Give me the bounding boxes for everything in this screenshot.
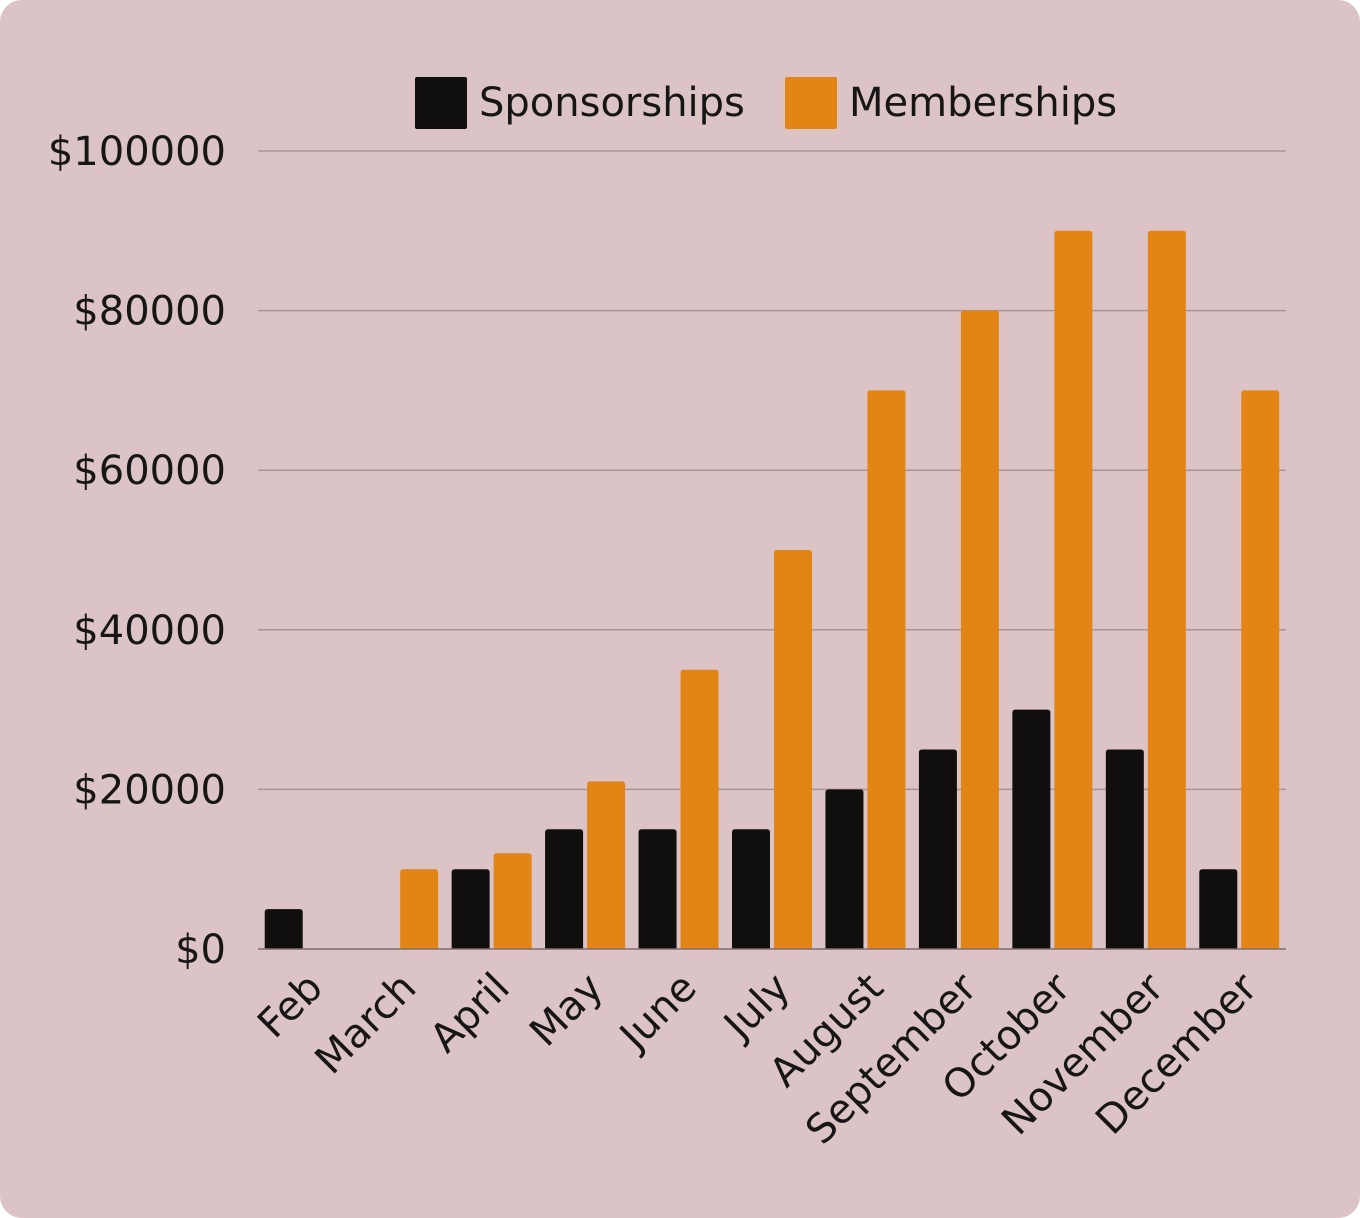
y-tick-label: $100000 — [48, 129, 226, 175]
legend: Sponsorships Memberships — [415, 77, 1117, 129]
bar-memberships-september — [960, 310, 999, 950]
x-tick-label: March — [307, 965, 426, 1084]
bar-memberships-october — [1054, 230, 1093, 950]
y-tick-label: $0 — [175, 927, 226, 973]
legend-swatch-sponsorships — [415, 77, 467, 129]
bar-memberships-june — [680, 669, 719, 949]
y-tick-label: $40000 — [73, 608, 226, 654]
bar-sponsorships-november — [1105, 749, 1144, 949]
bar-sponsorships-september — [918, 749, 957, 949]
gridlines — [258, 150, 1286, 791]
legend-label-sponsorships: Sponsorships — [479, 80, 745, 126]
bar-memberships-april — [493, 853, 532, 949]
x-tick-label: May — [521, 965, 612, 1056]
y-tick-label: $80000 — [73, 289, 226, 335]
bar-memberships-december — [1241, 390, 1280, 949]
y-axis-ticks: $0 $20000 $40000 $60000 $80000 $100000 — [48, 129, 226, 973]
bars — [264, 230, 1280, 950]
bar-memberships-march — [400, 869, 439, 949]
bar-memberships-july — [774, 550, 812, 949]
bar-memberships-may — [587, 781, 626, 949]
bar-sponsorships-may — [545, 829, 584, 949]
x-tick-label: June — [609, 965, 705, 1061]
x-tick-label: Feb — [249, 965, 332, 1048]
bar-sponsorships-july — [732, 829, 770, 949]
bar-sponsorships-october — [1012, 709, 1051, 949]
bar-sponsorships-december — [1199, 869, 1238, 949]
y-tick-label: $20000 — [73, 767, 226, 813]
legend-label-memberships: Memberships — [849, 80, 1117, 126]
bar-memberships-november — [1147, 230, 1186, 950]
bar-sponsorships-feb — [264, 909, 303, 949]
bar-sponsorships-april — [451, 869, 490, 949]
bar-sponsorships-august — [825, 789, 864, 949]
bar-memberships-august — [867, 390, 906, 949]
bar-sponsorships-june — [638, 829, 677, 949]
y-tick-label: $60000 — [73, 448, 226, 494]
legend-swatch-memberships — [785, 77, 837, 129]
x-tick-label: April — [422, 965, 519, 1062]
